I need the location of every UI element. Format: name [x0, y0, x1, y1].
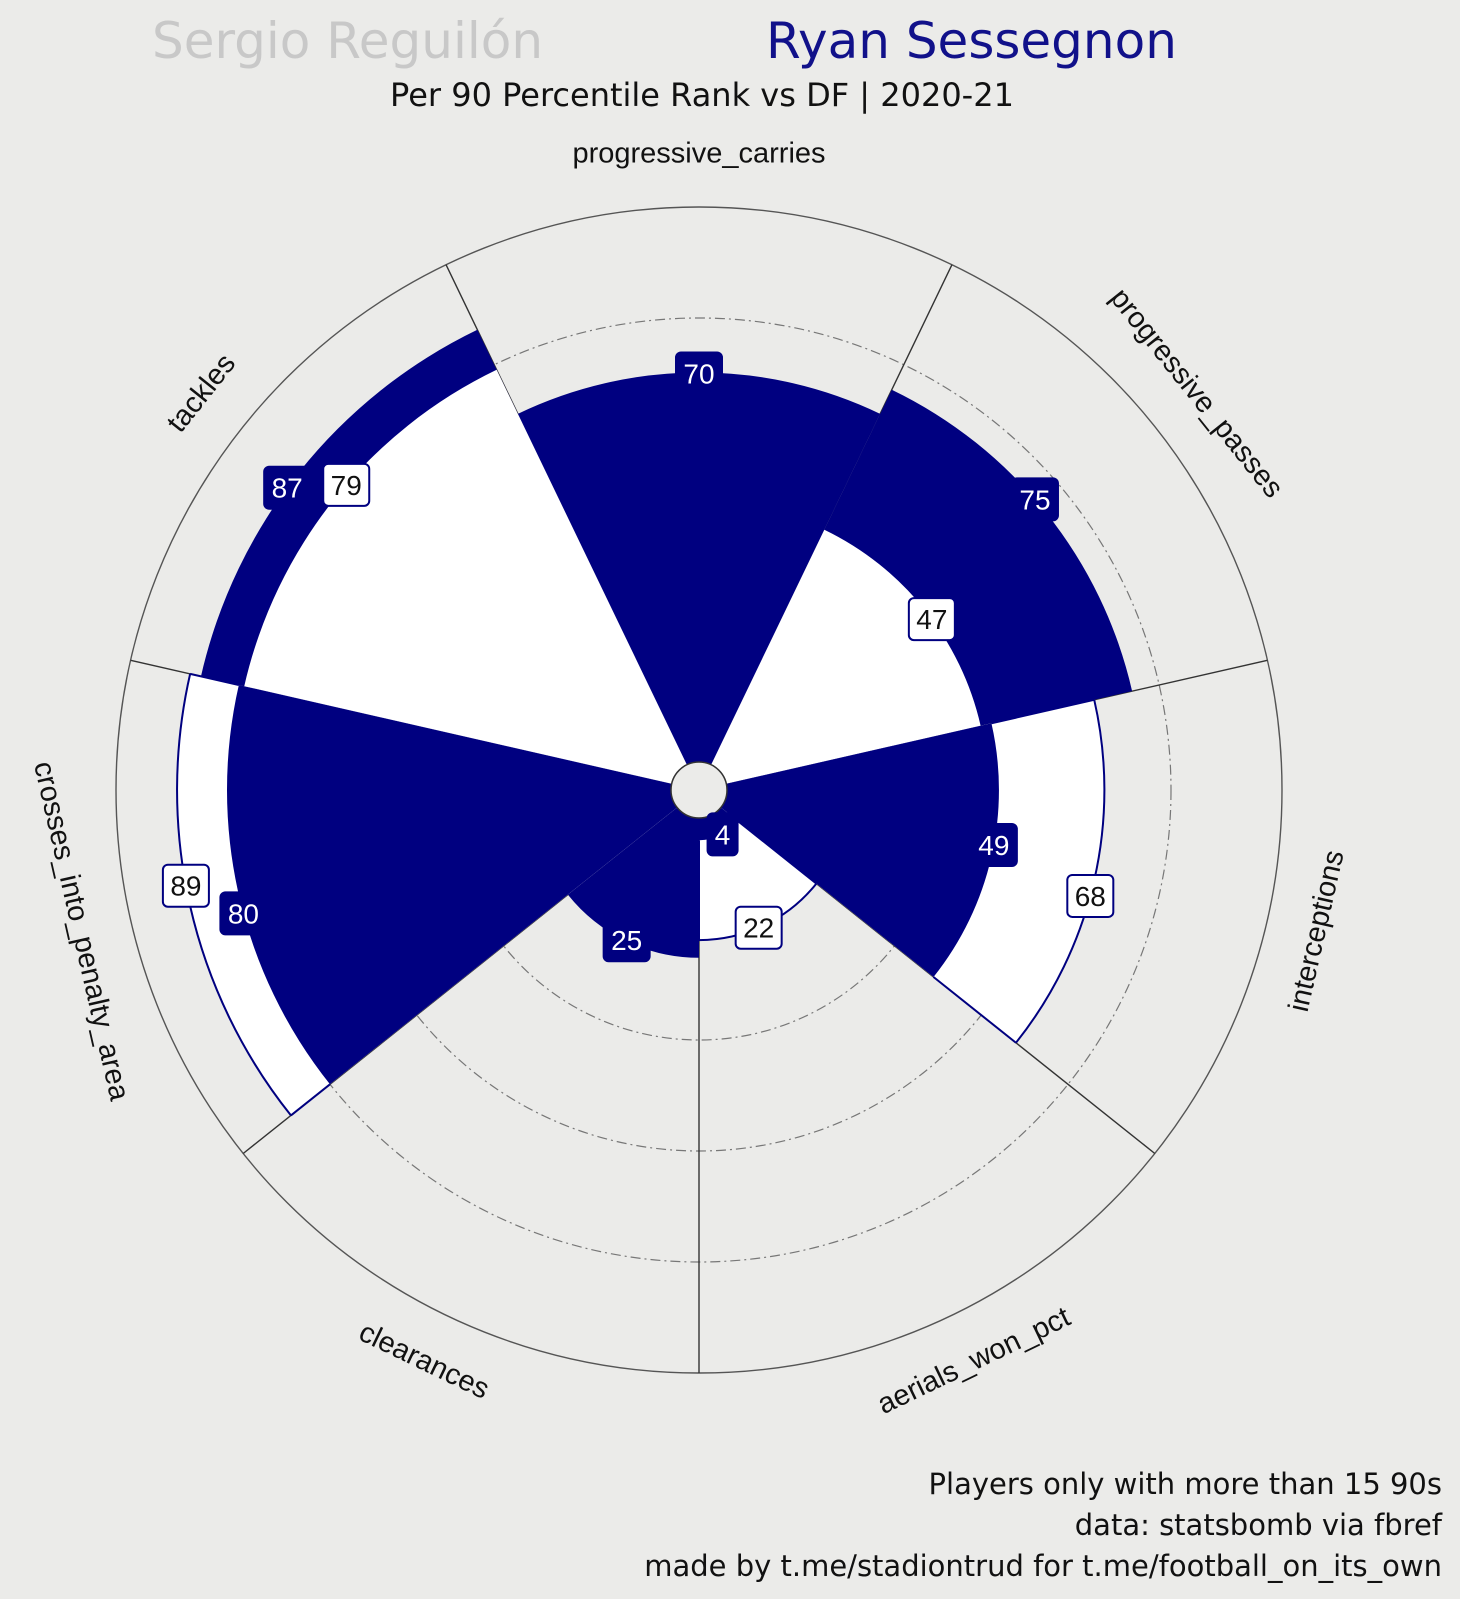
footer-line-credit: made by t.me/stadiontrud for t.me/footba… [644, 1549, 1442, 1583]
value-label-player-a-interceptions-box [1066, 873, 1115, 918]
footer-line-source: data: statsbomb via fbref [1074, 1508, 1442, 1542]
value-label-player-b-crosses-into-penalty-area-box [219, 891, 268, 936]
center-hole [670, 761, 728, 819]
bar-player-b-crosses-into-penalty-area [226, 684, 678, 1085]
value-label-player-b-aerials-won-pct-box [706, 812, 739, 857]
value-label-player-b-interceptions-box [969, 822, 1018, 867]
category-label-crosses-into-penalty-area: crosses_into_penalty_area [27, 758, 136, 1104]
value-label-player-b-tackles-box [263, 465, 312, 510]
value-label-player-a-crosses-into-penalty-area: 89 [170, 871, 201, 902]
player-b-title: Ryan Sessegnon [766, 12, 1177, 70]
value-label-player-b-clearances: 25 [611, 925, 642, 956]
bar-edge-player-a-aerials-won-pct [737, 820, 817, 885]
value-label-player-b-progressive-passes-box [1010, 477, 1059, 522]
bar-player-b-clearances [568, 807, 699, 957]
value-label-player-a-tackles-box [322, 462, 371, 507]
category-label-interceptions: interceptions [1283, 847, 1351, 1014]
value-label-player-a-aerials-won-pct-box [734, 905, 783, 950]
value-label-player-b-crosses-into-penalty-area: 80 [228, 898, 259, 929]
value-label-player-b-aerials-won-pct: 4 [715, 819, 731, 850]
footer-line-players: Players only with more than 15 90s [928, 1467, 1442, 1501]
footer-notes: Players only with more than 15 90s data:… [644, 1464, 1442, 1587]
value-label-player-b-progressive-carries: 70 [683, 359, 714, 390]
value-label-player-a-interceptions: 68 [1075, 881, 1106, 912]
category-label-aerials-won-pct: aerials_won_pct [873, 1301, 1076, 1421]
category-label-clearances: clearances [354, 1316, 494, 1406]
player-a-title: Sergio Reguilón [152, 12, 544, 70]
value-label-player-a-progressive-passes-box [907, 597, 956, 642]
value-label-player-b-progressive-passes: 75 [1019, 484, 1050, 515]
value-label-player-b-tackles: 87 [272, 473, 303, 504]
value-label-player-a-crosses-into-penalty-area-box [161, 863, 210, 908]
bar-player-a-progressive-passes [711, 529, 981, 784]
value-label-player-a-progressive-passes: 47 [916, 604, 947, 635]
category-label-progressive-passes: progressive_passes [1104, 282, 1290, 504]
value-label-player-a-tackles: 79 [331, 470, 362, 501]
value-label-player-b-interceptions: 49 [978, 830, 1009, 861]
bar-player-a-tackles [244, 369, 687, 784]
value-label-player-b-progressive-carries-box [675, 351, 723, 396]
bar-player-b-interceptions [720, 723, 999, 978]
bar-player-b-progressive-carries [518, 373, 880, 765]
value-label-player-b-clearances-box [602, 918, 651, 963]
bar-edge-player-a-crosses-into-penalty-area [290, 1083, 331, 1117]
category-label-tackles: tackles [161, 348, 242, 439]
category-label-progressive-carries: progressive_carries [572, 138, 825, 170]
bar-edge-player-a-interceptions [991, 698, 1095, 725]
value-label-player-a-aerials-won-pct: 22 [743, 913, 774, 944]
chart-subtitle: Per 90 Percentile Rank vs DF | 2020-21 [390, 76, 1014, 114]
bar-edge-player-a-interceptions [932, 976, 1017, 1044]
